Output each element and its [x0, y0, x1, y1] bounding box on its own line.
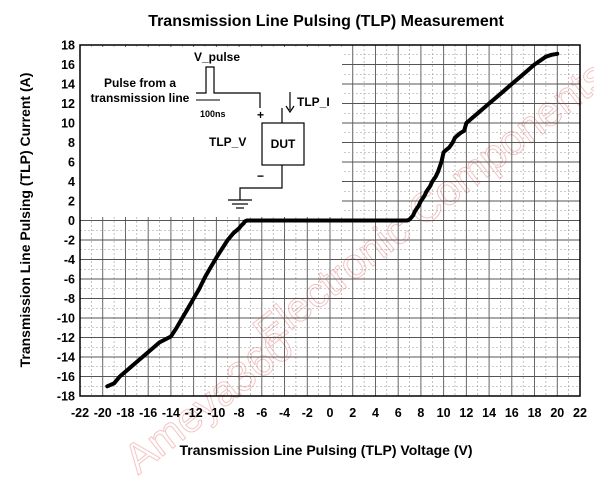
- x-tick-label: -8: [234, 406, 245, 420]
- x-tick-label: 20: [550, 406, 564, 420]
- x-tick-label: 8: [417, 406, 424, 420]
- x-tick-label: 6: [395, 406, 402, 420]
- y-tick-label: -2: [64, 234, 75, 248]
- y-tick-label: 0: [68, 214, 75, 228]
- x-tick-label: 16: [505, 406, 519, 420]
- x-tick-label: 12: [459, 406, 473, 420]
- y-tick-label: 14: [61, 78, 75, 92]
- x-tick-label: -10: [207, 406, 225, 420]
- source-label-line2: transmission line: [91, 91, 190, 105]
- x-tick-label: -4: [279, 406, 290, 420]
- x-tick-label: 18: [528, 406, 542, 420]
- current-arrow-head: [285, 105, 295, 114]
- x-tick-label: -14: [162, 406, 180, 420]
- current-label: TLP_I: [297, 95, 330, 109]
- y-axis-label: Transmission Line Pulsing (TLP) Current …: [17, 73, 33, 368]
- x-axis-label: Transmission Line Pulsing (TLP) Voltage …: [180, 442, 473, 458]
- y-tick-label: -16: [57, 370, 75, 384]
- x-tick-label: -20: [94, 406, 112, 420]
- tlp-circuit-diagram: V_pulse Pulse from a transmission line 1…: [91, 50, 330, 209]
- y-tick-label: 4: [68, 175, 75, 189]
- iv-curve: [105, 51, 560, 389]
- x-tick-label: 22: [573, 406, 587, 420]
- x-tick-label: -6: [256, 406, 267, 420]
- y-tick-label: -12: [57, 331, 75, 345]
- x-tick-label: 14: [482, 406, 496, 420]
- plot-frame: [79, 44, 581, 397]
- voltage-label: TLP_V: [209, 135, 246, 149]
- x-tick-label: 4: [372, 406, 379, 420]
- duration-label: 100ns: [200, 109, 226, 119]
- y-tick-label: -14: [57, 351, 75, 365]
- x-tick-label: -18: [116, 406, 134, 420]
- y-tick-label: 16: [61, 58, 75, 72]
- x-tick-label: 0: [327, 406, 334, 420]
- y-tick-label: -10: [57, 312, 75, 326]
- x-tick-label: -12: [185, 406, 203, 420]
- pulse-waveform: [196, 66, 222, 94]
- x-tick-label: -16: [139, 406, 157, 420]
- y-tick-label: 18: [61, 39, 75, 53]
- y-tick-label: -6: [64, 273, 75, 287]
- top-wire: [222, 92, 261, 108]
- device-label: DUT: [271, 137, 296, 151]
- tick-labels: -22 -20 -18 -16 -14 -12 -10 -8 -6 -4 -2 0 2 4 6 8 10 12 14…: [57, 39, 587, 421]
- x-tick-label: 10: [437, 406, 451, 420]
- source-label-line1: Pulse from a: [104, 76, 176, 90]
- chart-title: Transmission Line Pulsing (TLP) Measurem…: [148, 13, 504, 30]
- plus-sign: +: [257, 108, 264, 122]
- x-tick-label: 2: [349, 406, 356, 420]
- y-tick-label: -18: [57, 390, 75, 404]
- y-tick-label: 12: [61, 97, 75, 111]
- y-tick-label: -4: [64, 253, 75, 267]
- y-tick-label: -8: [64, 292, 75, 306]
- y-tick-label: 2: [68, 195, 75, 209]
- bottom-wire: [239, 165, 283, 200]
- v-pulse-label: V_pulse: [194, 50, 240, 64]
- y-tick-label: 8: [68, 136, 75, 150]
- y-tick-label: 6: [68, 156, 75, 170]
- y-tick-label: 10: [61, 117, 75, 131]
- x-tick-label: -22: [71, 406, 89, 420]
- dut-box: [261, 122, 305, 166]
- x-tick-label: -2: [302, 406, 313, 420]
- minus-sign: −: [257, 169, 264, 183]
